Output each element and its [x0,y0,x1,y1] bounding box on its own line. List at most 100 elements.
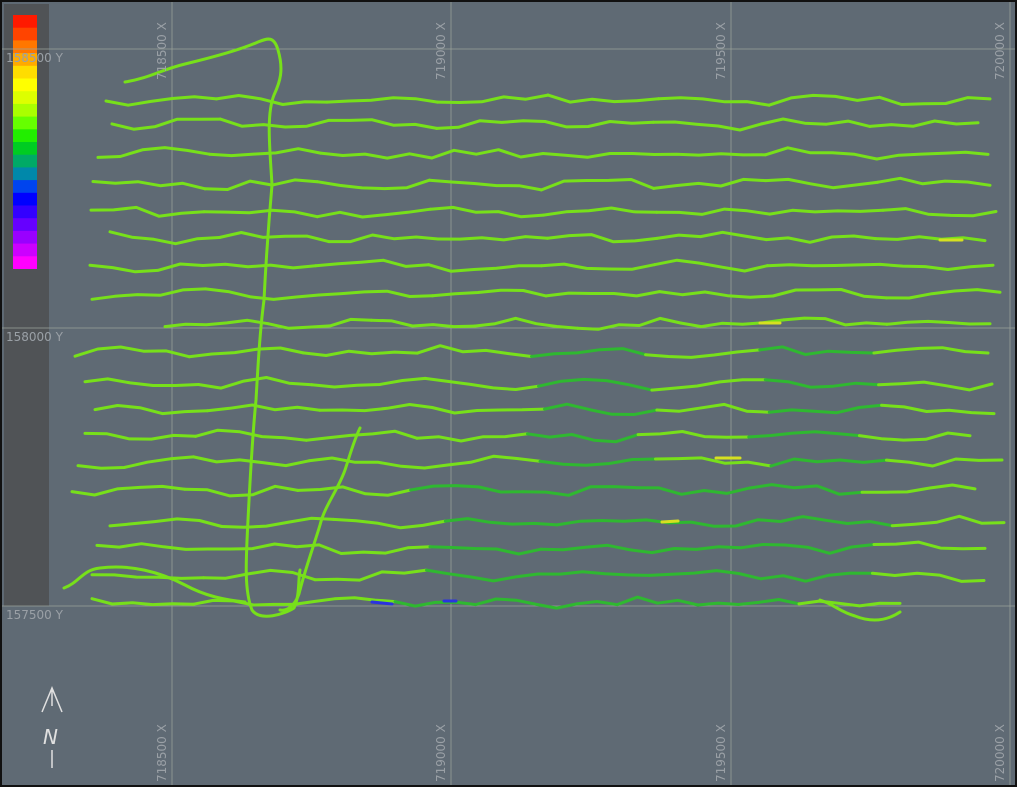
flight-line-segment[interactable] [96,146,211,159]
flight-line-segment[interactable] [88,262,205,274]
flight-line-segment[interactable] [636,430,751,439]
flight-line-segment[interactable] [667,518,782,528]
flight-line-segment[interactable] [472,316,579,330]
flight-line-segment[interactable] [110,117,222,131]
flight-line-segment[interactable] [875,150,990,161]
flight-line-segment[interactable] [317,543,432,555]
flight-line-segment[interactable] [779,515,894,528]
flight-line-segment[interactable] [187,346,305,359]
flight-line-segment[interactable] [644,348,762,359]
flight-line-segment[interactable] [576,316,683,331]
flight-line-segment[interactable] [332,517,447,530]
flight-line-segment[interactable] [542,206,659,217]
flight-line-segment[interactable] [885,288,1002,300]
flight-line-segment[interactable] [747,430,861,439]
flight-line-segment[interactable] [427,178,543,192]
flight-line-segment[interactable] [536,570,651,577]
flight-line-segment[interactable] [878,95,992,106]
flight-line-segment[interactable] [436,93,550,104]
flight-line-segment[interactable] [764,177,880,190]
flight-line-segment[interactable] [202,208,319,219]
flight-line-segment[interactable] [83,431,198,441]
flight-line-segment[interactable] [73,345,191,359]
flight-line-segment[interactable] [555,518,671,527]
flight-line-segment[interactable] [91,180,207,191]
flight-line-segment[interactable] [654,456,773,468]
flight-line-segment[interactable] [220,516,335,529]
flight-line-segment[interactable] [435,119,547,130]
flight-line-segment[interactable] [428,545,543,556]
flight-line-segment[interactable] [763,378,881,389]
flight-line-segment[interactable] [315,207,432,219]
flight-line-segment[interactable] [93,404,209,416]
flight-line-segment[interactable] [872,540,987,551]
flight-line-segment[interactable] [885,457,1004,468]
flight-line-segment[interactable] [90,573,205,580]
flight-line-segment[interactable] [95,542,210,551]
flight-line-segment[interactable] [327,118,439,130]
flight-line-segment[interactable] [868,119,980,128]
flight-line-segment[interactable] [530,347,648,358]
flight-line-segment[interactable] [266,317,373,330]
flight-line-segment[interactable] [317,289,434,298]
flight-line-segment[interactable] [90,287,207,301]
flight-line-segment[interactable] [765,262,882,268]
flight-line-highlight[interactable] [370,600,394,606]
flight-line-segment[interactable] [206,542,321,551]
flight-line-segment[interactable] [201,262,318,270]
flight-line-segment[interactable] [204,287,321,301]
flight-line-segment[interactable] [651,120,763,132]
flight-line-segment[interactable] [541,152,656,159]
flight-line-segment[interactable] [314,258,431,268]
flight-line-segment[interactable] [764,234,878,244]
flight-line-segment[interactable] [540,262,656,271]
flight-line-segment[interactable] [431,288,548,298]
flight-line-segment[interactable] [543,402,659,416]
flight-line-segment[interactable] [881,207,998,218]
flight-line-segment[interactable] [436,235,549,242]
flight-line-segment[interactable] [890,514,1006,528]
flight-line-segment[interactable] [860,483,977,494]
flight-line-segment[interactable] [538,457,657,467]
flight-line-segment[interactable] [307,456,426,470]
flight-line-segment[interactable] [544,290,661,298]
flight-line-segment[interactable] [769,457,888,468]
flight-line-segment[interactable] [90,597,195,607]
flight-line-segment[interactable] [108,517,224,528]
flight-line-segment[interactable] [650,378,767,392]
flight-line-segment[interactable] [494,597,599,610]
flight-line-segment[interactable] [655,402,771,414]
flight-line-segment[interactable] [537,377,654,392]
flight-line-segment[interactable] [325,96,439,104]
flight-line-segment[interactable] [310,376,427,389]
flight-line-segment[interactable] [696,598,801,607]
flight-line-segment[interactable] [771,288,888,300]
flight-line-segment[interactable] [767,93,881,107]
flight-line-segment[interactable] [877,380,994,392]
flight-line-segment[interactable] [655,230,768,242]
flight-line-segment[interactable] [526,432,640,444]
flight-line-segment[interactable] [70,484,187,497]
flight-line-segment[interactable] [797,599,902,608]
flight-line-segment[interactable] [857,431,972,442]
flight-line-segment[interactable] [885,319,992,326]
flight-line-segment[interactable] [648,569,763,581]
flight-line-segment[interactable] [764,146,879,161]
flight-line-segment[interactable] [658,290,775,299]
flight-line-segment[interactable] [543,120,655,129]
tie-line-loop[interactable] [62,565,247,604]
flight-line-segment[interactable] [427,263,543,273]
flight-line-segment[interactable] [761,543,876,555]
flight-line-segment[interactable] [327,233,440,244]
flight-line-segment[interactable] [315,178,431,191]
flight-line-segment[interactable] [768,208,885,216]
flight-line-segment[interactable] [196,376,314,390]
flight-line-segment[interactable] [205,403,322,413]
flight-line-segment[interactable] [430,406,546,415]
flight-line-segment[interactable] [89,205,206,218]
flight-line-segment[interactable] [758,345,876,356]
flight-line-segment[interactable] [876,176,992,187]
flight-line-segment[interactable] [217,231,331,244]
